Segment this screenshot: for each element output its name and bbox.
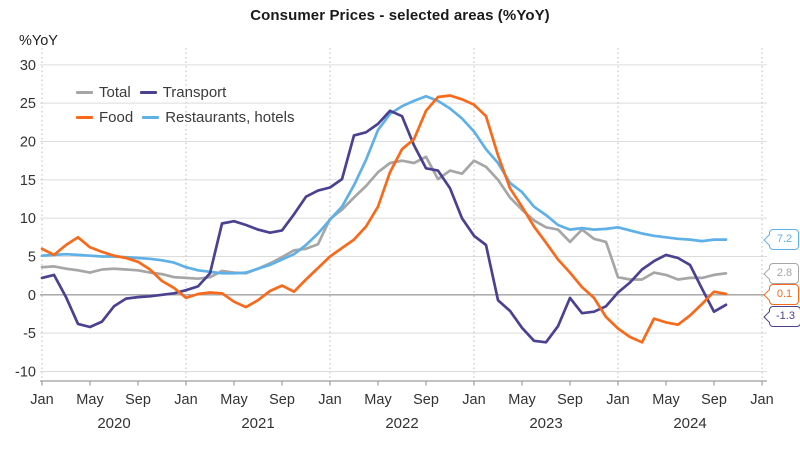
y-tick-label: 15 [20, 173, 36, 189]
restaurants-line-swatch-icon [142, 116, 160, 119]
x-tick-label: May [652, 392, 680, 408]
legend-label-total: Total [99, 84, 131, 101]
y-tick-label: -5 [23, 326, 36, 342]
x-tick-label: Jan [30, 392, 53, 408]
series-line-restaurants [40, 94, 728, 275]
legend-label-restaurants: Restaurants, hotels [165, 109, 295, 126]
legend: Total Transport Food Restaurants, hotels [76, 80, 303, 130]
legend-item-food: Food [76, 105, 133, 130]
y-tick-label: 30 [20, 58, 36, 74]
x-tick-label: Jan [318, 392, 341, 408]
end-value-callout-total: 2.8 [769, 263, 799, 284]
end-value-transport: -1.3 [776, 310, 795, 322]
legend-label-food: Food [99, 109, 134, 126]
total-line-swatch-icon [76, 91, 93, 94]
x-tick-label: Jan [750, 392, 773, 408]
series-line-food [40, 94, 728, 344]
x-tick-label: Sep [413, 392, 439, 408]
food-line-swatch-icon [76, 116, 93, 119]
legend-row-1: Total Transport [76, 80, 303, 105]
legend-label-transport: Transport [162, 84, 227, 101]
year-label: 2023 [529, 415, 562, 432]
x-tick-label: May [76, 392, 104, 408]
end-value-total: 2.8 [776, 267, 793, 279]
year-label: 2020 [97, 415, 130, 432]
y-tick-label: 0 [28, 288, 36, 304]
year-label: 2024 [673, 415, 706, 432]
y-tick-label: -10 [15, 364, 36, 380]
y-axis-unit-label: %YoY [19, 33, 58, 49]
x-tick-label: Sep [125, 392, 151, 408]
x-tick-label: May [508, 392, 536, 408]
x-tick-label: Jan [606, 392, 629, 408]
y-tick-label: 20 [20, 135, 36, 151]
x-tick-label: Jan [174, 392, 197, 408]
legend-row-2: Food Restaurants, hotels [76, 105, 303, 130]
series-line-transport [40, 109, 728, 344]
x-tick-label: May [364, 392, 392, 408]
end-value-callout-transport: -1.3 [769, 306, 800, 327]
legend-item-total: Total [76, 80, 131, 105]
chart-title: Consumer Prices - selected areas (%YoY) [250, 7, 550, 24]
y-tick-label: 5 [28, 249, 36, 265]
x-tick-label: Sep [557, 392, 583, 408]
transport-line-swatch-icon [139, 91, 157, 94]
y-tick-label: 25 [20, 96, 36, 112]
legend-item-restaurants: Restaurants, hotels [142, 105, 294, 130]
year-label: 2021 [241, 415, 274, 432]
end-value-restaurants: 7.2 [776, 233, 793, 245]
end-value-callout-food: 0.1 [769, 284, 799, 305]
x-tick-label: Jan [462, 392, 485, 408]
end-value-callout-restaurants: 7.2 [769, 229, 799, 250]
x-tick-label: May [220, 392, 248, 408]
legend-item-transport: Transport [139, 80, 227, 105]
y-tick-label: 10 [20, 211, 36, 227]
end-value-food: 0.1 [776, 288, 793, 300]
year-label: 2022 [385, 415, 418, 432]
series-line-total [40, 155, 728, 281]
x-tick-label: Sep [269, 392, 295, 408]
x-tick-label: Sep [701, 392, 727, 408]
